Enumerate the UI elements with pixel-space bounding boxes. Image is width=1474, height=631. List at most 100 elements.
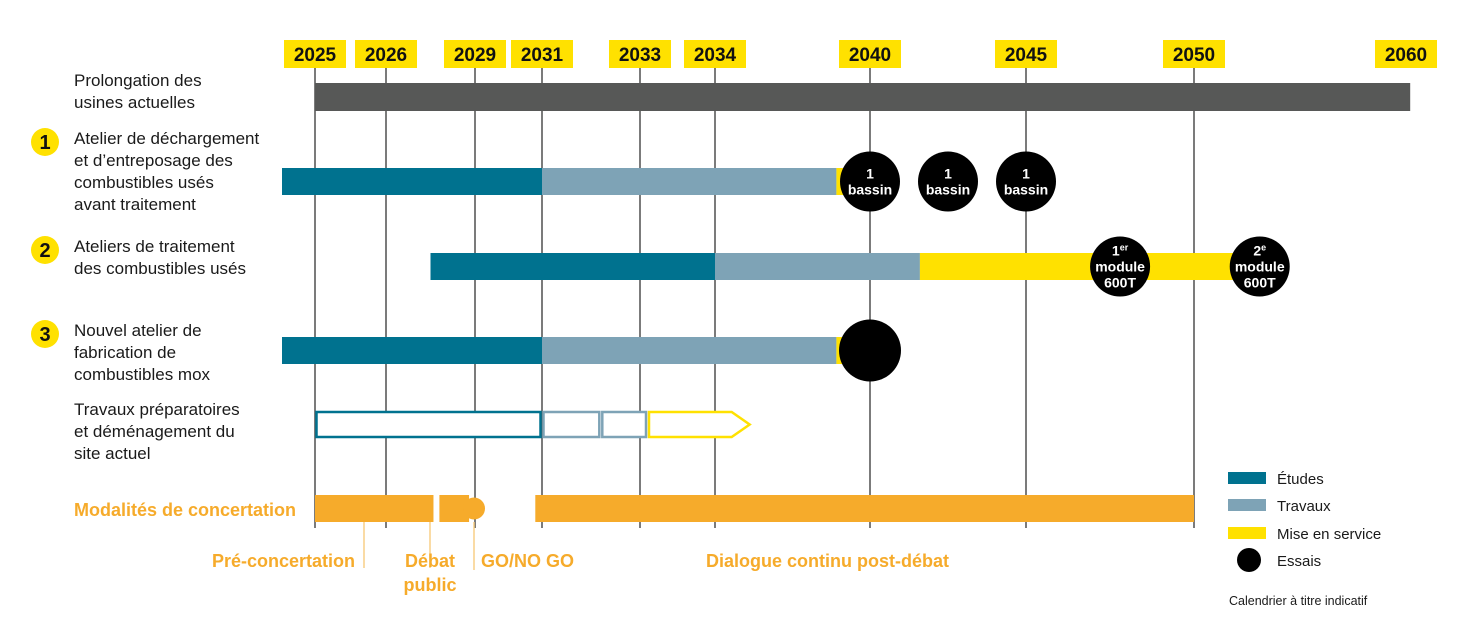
year-badge-2029: [444, 40, 506, 68]
outline-bar-etudes: [315, 410, 542, 439]
row-prolongation: Prolongation des usines actuelles: [74, 71, 1411, 112]
concertation-row: Modalités de concertation Pré-concertatio…: [74, 495, 1194, 595]
year-badge-2060: [1375, 40, 1437, 68]
essais-text: module: [1235, 259, 1285, 275]
essais-text: 1: [866, 166, 874, 182]
row-label-line: site actuel: [74, 444, 151, 463]
legend-swatch-travaux: [1228, 499, 1266, 511]
legend: Études Travaux Mise en service Essais Calend…: [1228, 471, 1381, 608]
row-label-line: Prolongation des: [74, 71, 202, 90]
gridlines: [314, 68, 1195, 528]
year-badge-2045: [995, 40, 1057, 68]
year-badge-2040: [839, 40, 901, 68]
essais-text: bassin: [848, 182, 892, 198]
number-badge-text: 2: [39, 240, 50, 262]
row-label-line: combustibles usés: [74, 173, 214, 192]
number-badge-text: 1: [39, 132, 50, 154]
legend-swatch-mise_en_service: [1228, 527, 1266, 539]
year-label-2033: 2033: [619, 45, 661, 66]
row-label-line: usines actuelles: [74, 93, 195, 112]
bar-etudes: [282, 337, 542, 364]
row-label-line: avant traitement: [74, 195, 196, 214]
essais-circle: [996, 151, 1056, 212]
row-label-line: Nouvel atelier de: [74, 321, 202, 340]
legend-label-essais: Essais: [1277, 553, 1321, 570]
year-label-2031: 2031: [521, 45, 564, 66]
essais-text: 1: [1022, 166, 1030, 182]
concertation-annotation: Dialogue continu post-débat: [706, 551, 949, 571]
essais-circle: [840, 151, 900, 212]
essais-circle: [1229, 236, 1290, 297]
outline-arrow-mise_en_service: [647, 410, 752, 439]
row-label-line: combustibles mox: [74, 365, 211, 384]
bar-travaux: [542, 168, 837, 195]
essais-text: module: [1095, 259, 1145, 275]
row-label-line: Ateliers de traitement: [74, 237, 235, 256]
year-badge-2050: [1163, 40, 1225, 68]
concertation-annotation: Débat: [405, 551, 455, 571]
year-label-2026: 2026: [365, 45, 407, 66]
legend-swatch-essais: [1237, 548, 1261, 572]
row-label-line: fabrication de: [74, 343, 176, 362]
row-label-line: des combustibles usés: [74, 259, 246, 278]
concertation-annotation: public: [404, 575, 457, 595]
essais-circle: [918, 151, 978, 212]
essais-ordinal: 1: [1112, 243, 1120, 259]
essais-ordinal-suffix: er: [1120, 243, 1129, 253]
year-label-2050: 2050: [1173, 45, 1215, 66]
concertation-bar: [315, 495, 434, 522]
legend-label-travaux: Travaux: [1277, 498, 1331, 515]
essais-text: bassin: [926, 182, 970, 198]
row-atelier-mox: 3 Nouvel atelier de fabrication de combusti…: [31, 319, 901, 384]
bar-etudes: [430, 253, 715, 280]
row-travaux-preparatoires: Travaux préparatoires et déménagement du s…: [74, 400, 752, 463]
bar-existing: [315, 83, 1411, 111]
essais-milestone: [839, 319, 901, 382]
row-ateliers-traitement: 2 Ateliers de traitement des combustibles …: [31, 236, 1290, 297]
go-no-go-annotation: GO/NO GO: [481, 551, 574, 571]
row-label-line: et déménagement du: [74, 422, 235, 441]
essais-text: 1er: [1112, 243, 1129, 259]
row-label-line: Atelier de déchargement: [74, 129, 260, 148]
year-label-2025: 2025: [294, 45, 337, 66]
go-no-go-dot: [463, 497, 485, 520]
concertation-label: Modalités de concertation: [74, 500, 296, 520]
essais-circle: [1090, 236, 1151, 297]
year-label-2060: 2060: [1385, 45, 1427, 66]
row-label-line: Travaux préparatoires: [74, 400, 240, 419]
number-badge-3: [31, 320, 59, 348]
year-label-2045: 2045: [1005, 45, 1048, 66]
legend-label-etudes: Études: [1277, 471, 1324, 488]
year-badge-2033: [609, 40, 671, 68]
essais-text: bassin: [1004, 182, 1048, 198]
row-label-line: et d’entreposage des: [74, 151, 233, 170]
row-atelier-dechargement: 1 Atelier de déchargement et d’entreposage…: [31, 128, 1056, 214]
essais-ordinal: 2: [1253, 243, 1261, 259]
legend-swatch-etudes: [1228, 472, 1266, 484]
year-axis: 2025 2026 2029 2031 2033 2034 2040 2045 2050 2060: [284, 40, 1437, 68]
outline-bar-travaux: [542, 410, 601, 439]
year-label-2029: 2029: [454, 45, 496, 66]
year-badge-2034: [684, 40, 746, 68]
number-badge-2: [31, 236, 59, 264]
outline-bar-travaux: [601, 410, 648, 439]
number-badge-text: 3: [39, 324, 50, 346]
bar-travaux: [715, 253, 920, 280]
year-badge-2026: [355, 40, 417, 68]
essais-text: 600T: [1244, 275, 1276, 291]
essais-text: 2e: [1253, 243, 1266, 259]
essais-text: 600T: [1104, 275, 1136, 291]
legend-label-mise_en_service: Mise en service: [1277, 526, 1381, 543]
concertation-bar: [535, 495, 1194, 522]
essais-circle: [839, 319, 901, 382]
disclaimer-note: Calendrier à titre indicatif: [1229, 594, 1368, 608]
essais-text: 1: [944, 166, 952, 182]
year-label-2040: 2040: [849, 45, 891, 66]
year-label-2034: 2034: [694, 45, 737, 66]
bar-travaux: [542, 337, 837, 364]
